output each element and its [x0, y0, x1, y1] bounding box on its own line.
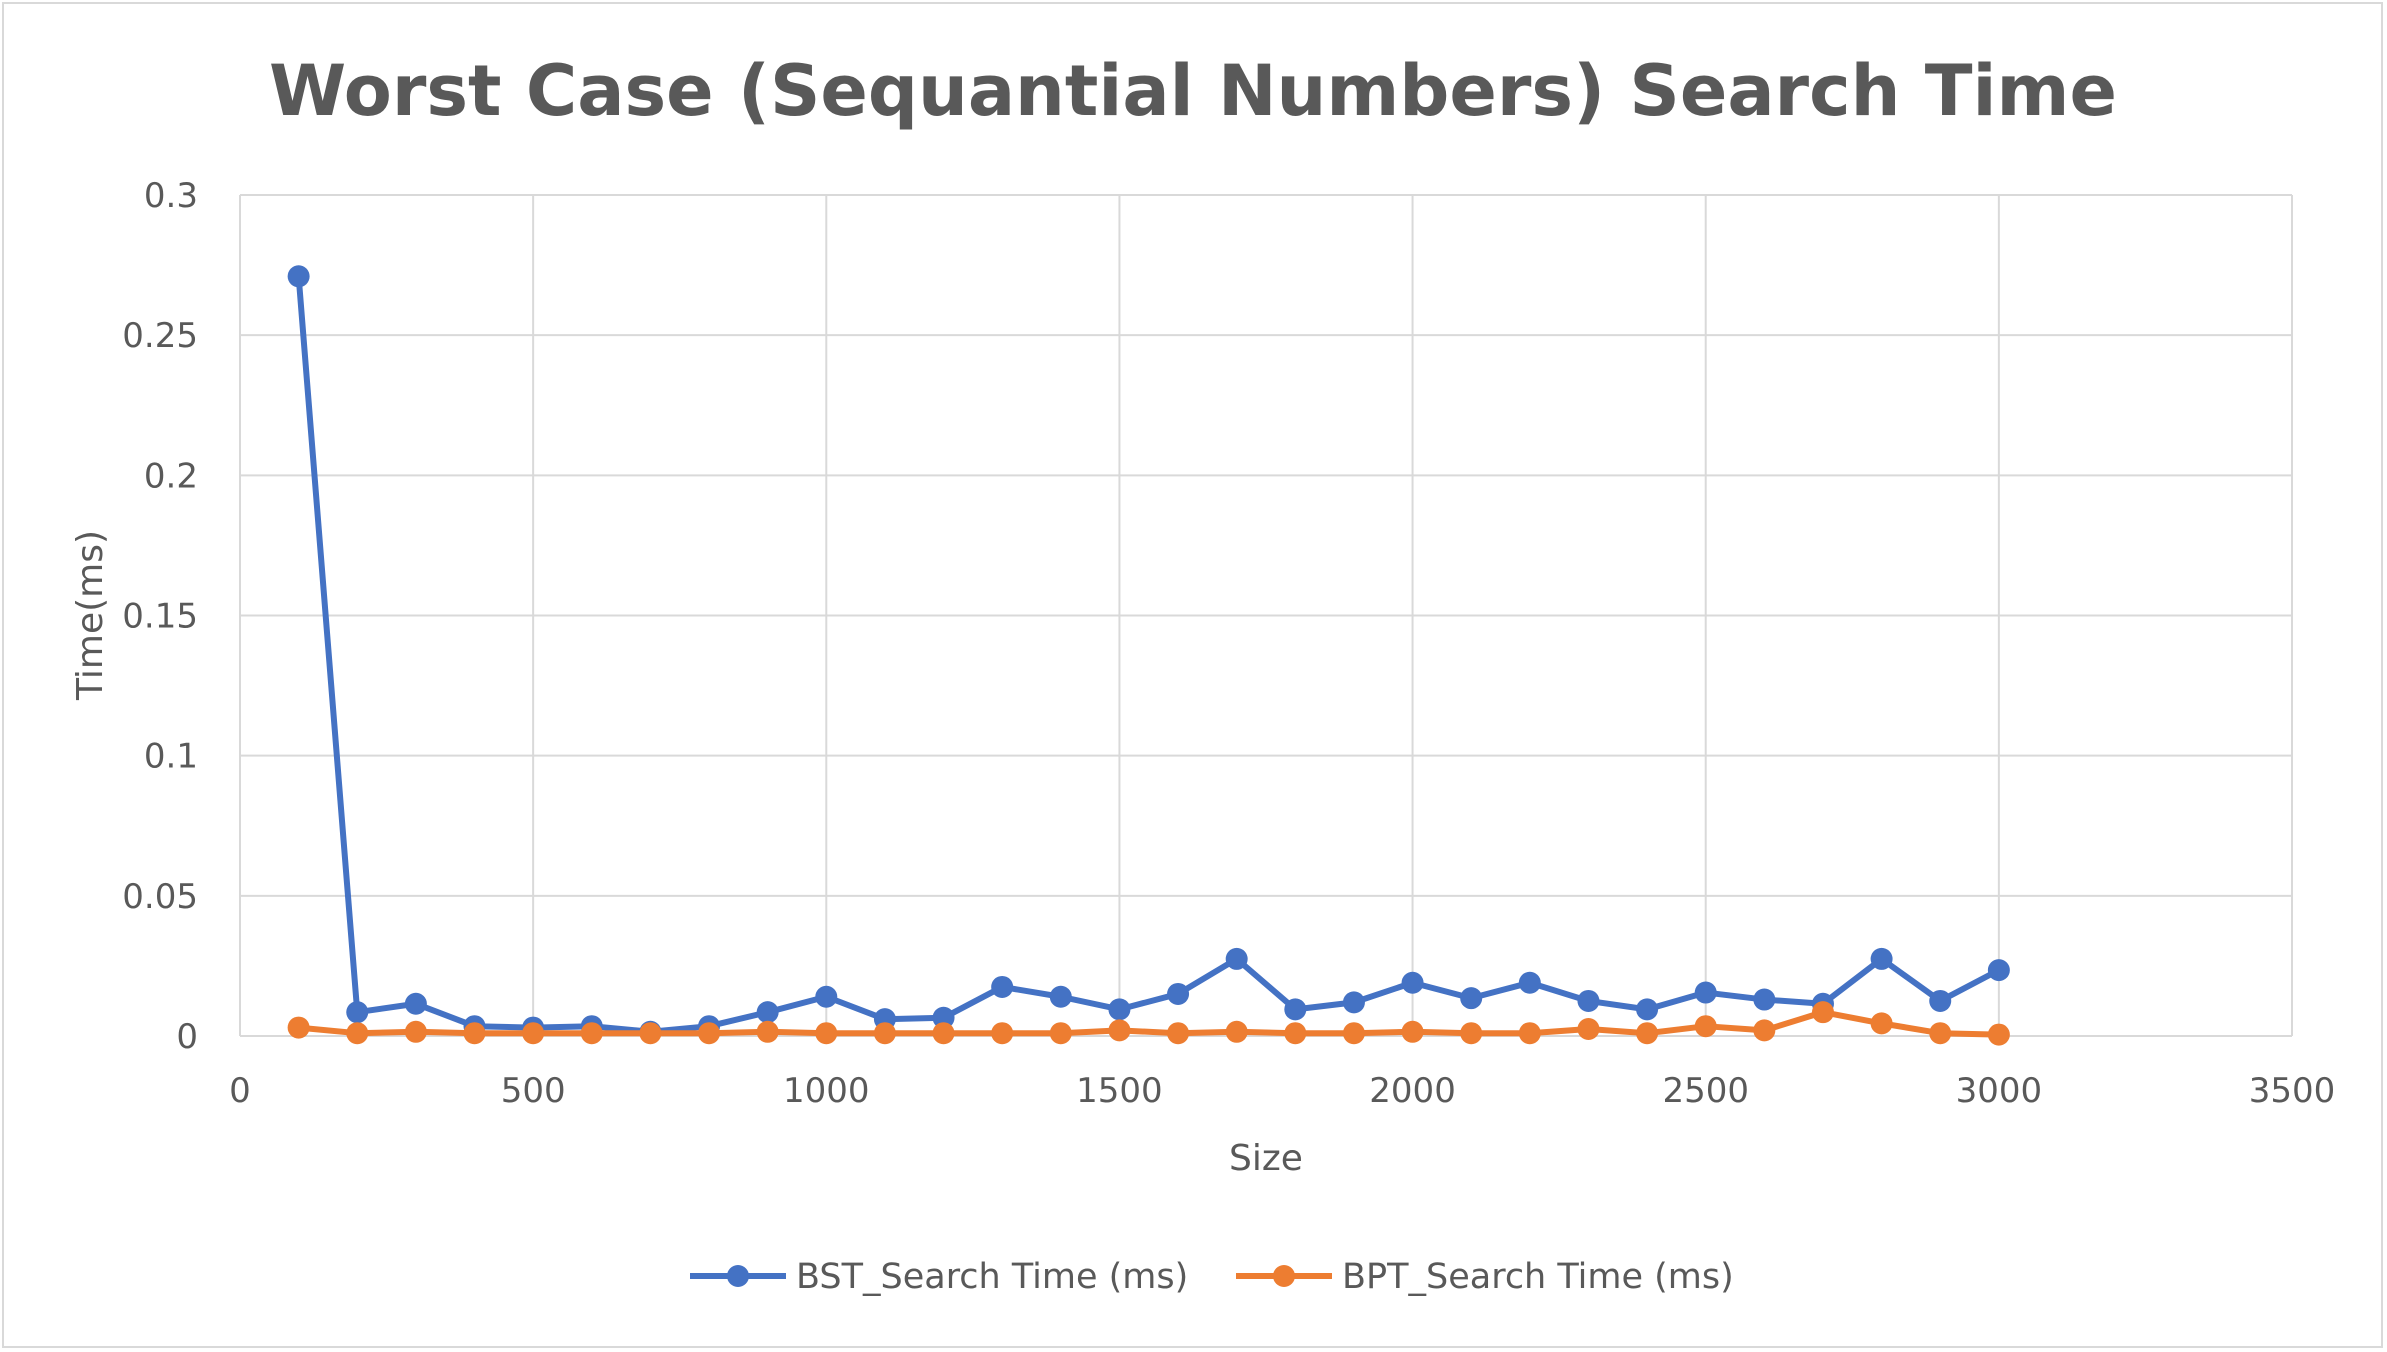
y-tick-label: 0.2: [144, 456, 198, 496]
series-bpt-point: [815, 1022, 838, 1045]
series-bpt-point: [1167, 1022, 1190, 1045]
x-tick-label: 2000: [1369, 1071, 1456, 1111]
series-bpt-point: [1636, 1022, 1659, 1045]
series-bpt-point: [1811, 1001, 1834, 1024]
series-bpt-point: [639, 1022, 662, 1045]
series-bst-point: [1753, 988, 1776, 1011]
series-bpt-point: [463, 1022, 486, 1045]
series-bst-line: [295, 273, 2002, 1035]
series-bst-point: [1167, 982, 1190, 1005]
series-bst-point: [991, 975, 1014, 998]
legend-item-bpt: BPT_Search Time (ms): [1236, 1257, 1734, 1297]
legend-label: BPT_Search Time (ms): [1342, 1257, 1734, 1297]
legend-swatch-marker: [727, 1265, 749, 1287]
x-tick-label: 2500: [1662, 1071, 1749, 1111]
series-bpt-point: [698, 1022, 721, 1045]
series-bpt-point: [1577, 1017, 1600, 1040]
grid-lines: [239, 194, 2293, 1037]
series-bpt-point: [756, 1020, 779, 1043]
series-bpt-point: [1518, 1022, 1541, 1045]
x-tick-label: 3000: [1956, 1071, 2043, 1111]
series-bpt-point: [1870, 1012, 1893, 1035]
y-axis-title: Time(ms): [70, 530, 111, 701]
legend-swatch-marker: [1273, 1265, 1295, 1287]
series-bpt-point: [346, 1022, 369, 1045]
y-tick-label: 0.1: [144, 737, 198, 777]
series-bst-point: [1342, 991, 1365, 1014]
series-bst-point: [1636, 998, 1659, 1021]
series-bst-point: [1577, 989, 1600, 1012]
series-bst-point: [756, 1001, 779, 1024]
series-bpt-point: [287, 1016, 310, 1039]
series-bpt-point: [1987, 1023, 2010, 1046]
series-bst-point: [1225, 947, 1248, 970]
x-axis-ticks: 0 500 1000 1500 2000 2500 3000 3500: [229, 1071, 2335, 1111]
x-tick-label: 1500: [1076, 1071, 1163, 1111]
series-bpt-point: [404, 1020, 427, 1043]
series-bst-point: [346, 1001, 369, 1024]
chart-title: Worst Case (Sequantial Numbers) Search T…: [269, 50, 2117, 132]
x-tick-label: 500: [501, 1071, 566, 1111]
series-bst-point: [1284, 998, 1307, 1021]
series-bst-point: [1987, 959, 2010, 982]
legend-item-bst: BST_Search Time (ms): [690, 1257, 1188, 1297]
series-bpt-point: [1753, 1019, 1776, 1042]
series-bpt-point: [1342, 1022, 1365, 1045]
series-bst-point: [1518, 971, 1541, 994]
series-bpt-point: [1108, 1019, 1131, 1042]
series-bst-point: [287, 265, 310, 288]
legend-label: BST_Search Time (ms): [796, 1257, 1188, 1297]
y-tick-label: 0.05: [122, 877, 198, 917]
x-tick-label: 0: [229, 1071, 251, 1111]
series-bpt-point: [522, 1022, 545, 1045]
series-bpt-point: [580, 1022, 603, 1045]
series-bpt-point: [1460, 1022, 1483, 1045]
series-layer: [287, 265, 2010, 1046]
series-bst: [287, 265, 2010, 1043]
legend: BST_Search Time (ms) BPT_Search Time (ms): [690, 1257, 1734, 1297]
series-bpt: [287, 1001, 2010, 1046]
y-tick-label: 0: [176, 1017, 198, 1057]
y-tick-label: 0.3: [144, 176, 198, 216]
x-tick-label: 3500: [2249, 1071, 2336, 1111]
series-bpt-point: [1929, 1022, 1952, 1045]
series-bst-point: [1694, 981, 1717, 1004]
y-tick-label: 0.15: [122, 597, 198, 637]
series-bst-point: [932, 1006, 955, 1029]
series-bst-point: [1460, 987, 1483, 1010]
y-axis-ticks: 0 0.05 0.1 0.15 0.2 0.25 0.3: [122, 176, 198, 1057]
series-bpt-point: [1284, 1022, 1307, 1045]
series-bpt-point: [873, 1022, 896, 1045]
series-bst-point: [1870, 947, 1893, 970]
series-bpt-point: [1049, 1022, 1072, 1045]
series-bpt-point: [1694, 1015, 1717, 1038]
x-tick-label: 1000: [783, 1071, 870, 1111]
series-bst-point: [815, 985, 838, 1008]
series-bst-point: [1929, 989, 1952, 1012]
series-bst-point: [1108, 998, 1131, 1021]
series-bst-point: [404, 992, 427, 1015]
series-bpt-point: [1225, 1020, 1248, 1043]
y-tick-label: 0.25: [122, 316, 198, 356]
series-bst-point: [1049, 985, 1072, 1008]
series-bpt-point: [1401, 1020, 1424, 1043]
x-axis-title: Size: [1229, 1138, 1303, 1179]
series-bpt-point: [991, 1022, 1014, 1045]
series-bpt-line: [295, 1009, 2002, 1038]
series-bst-point: [1401, 971, 1424, 994]
series-bpt-point: [932, 1022, 955, 1045]
